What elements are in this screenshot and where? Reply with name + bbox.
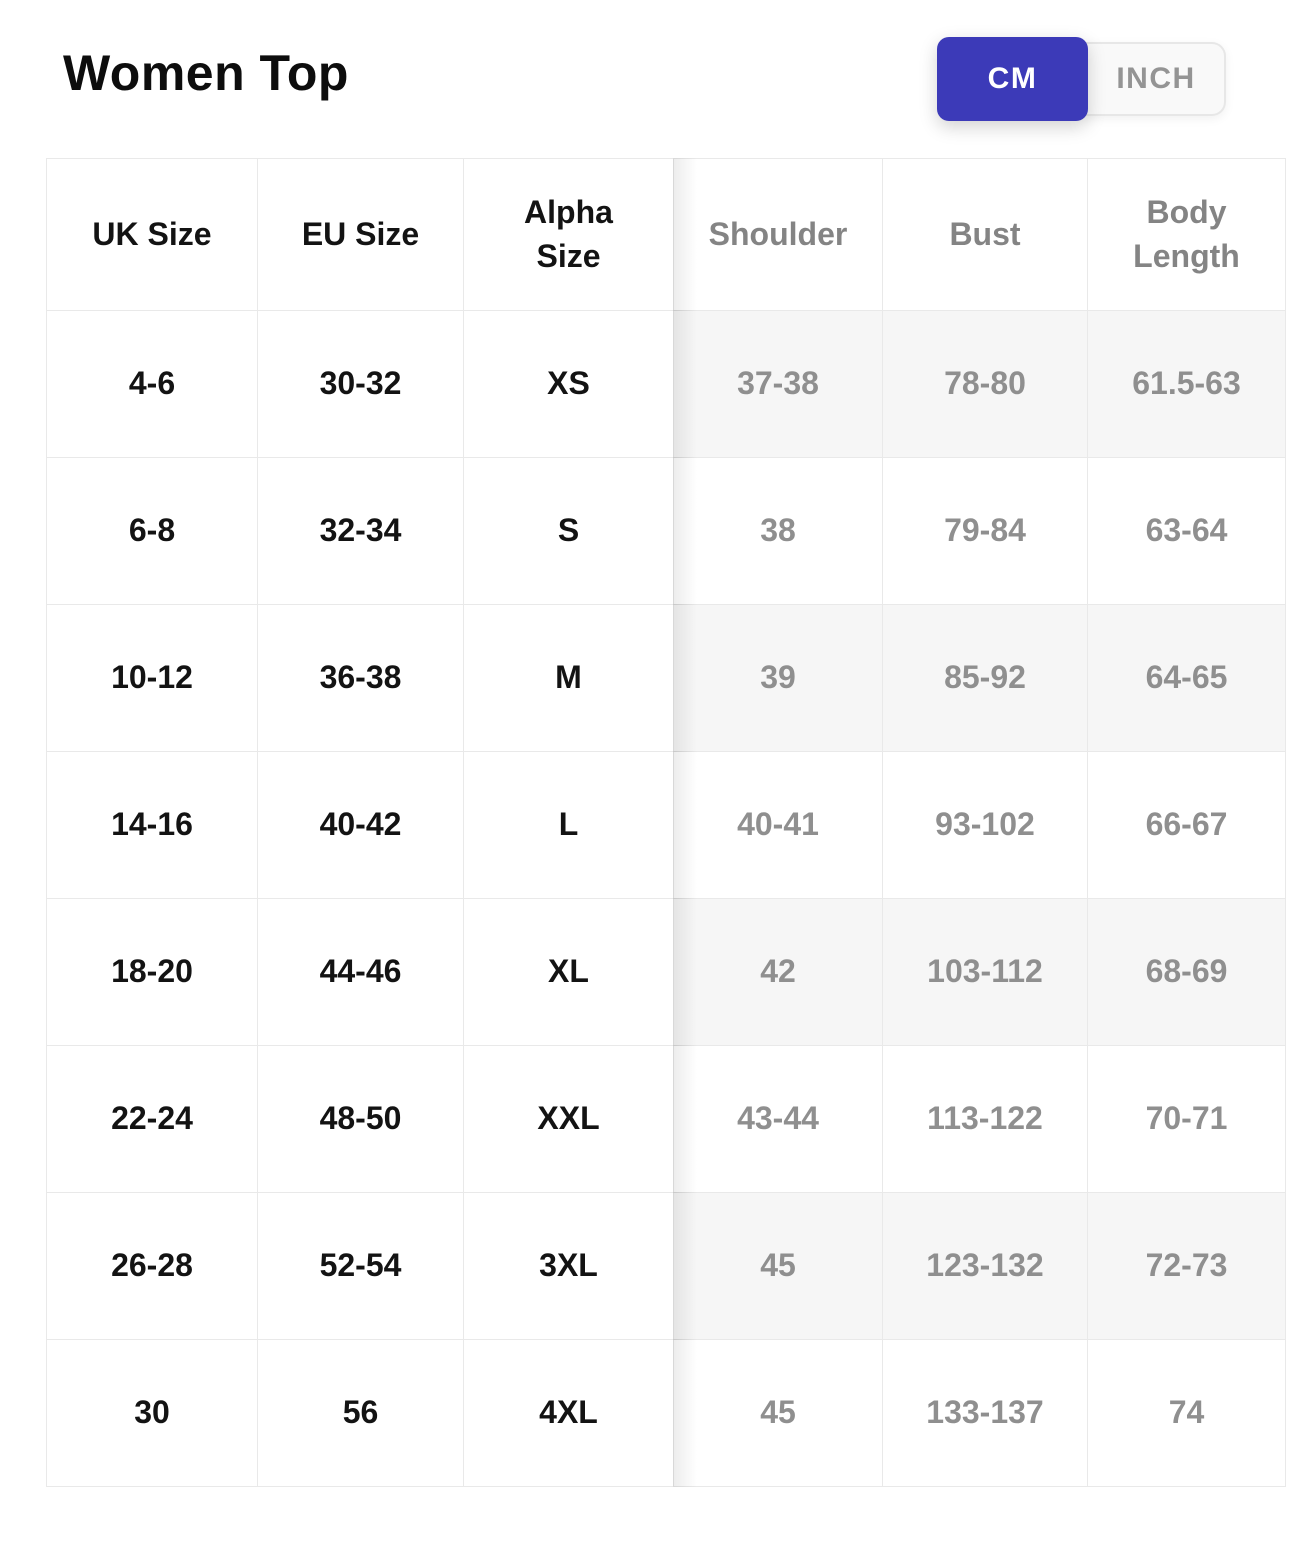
table-row: 14-16 40-42 L 40-41 93-102 66-67	[46, 751, 1286, 900]
size-chart-table: UK Size EU Size Alpha Size Shoulder Bust Body…	[46, 158, 1286, 1488]
cell-body-length: 64-65	[1087, 604, 1286, 752]
cell-uk-size: 4-6	[46, 310, 258, 458]
table-row: 10-12 36-38 M 39 85-92 64-65	[46, 604, 1286, 753]
unit-toggle-cm-button[interactable]: CM	[937, 37, 1088, 121]
cell-body-length: 68-69	[1087, 898, 1286, 1046]
column-header-uk-size: UK Size	[46, 158, 258, 311]
cell-uk-size: 22-24	[46, 1045, 258, 1193]
cell-alpha-size: 3XL	[463, 1192, 674, 1340]
unit-toggle-inch-button[interactable]: INCH	[1080, 42, 1226, 116]
cell-uk-size: 14-16	[46, 751, 258, 899]
cell-bust: 79-84	[882, 457, 1088, 605]
column-header-body-length: Body Length	[1087, 158, 1286, 311]
table-row: 22-24 48-50 XXL 43-44 113-122 70-71	[46, 1045, 1286, 1194]
cell-shoulder: 38	[673, 457, 883, 606]
cell-bust: 103-112	[882, 898, 1088, 1046]
table-row: 6-8 32-34 S 38 79-84 63-64	[46, 457, 1286, 606]
cell-eu-size: 40-42	[257, 751, 464, 899]
cell-alpha-size: XL	[463, 898, 674, 1046]
cell-bust: 123-132	[882, 1192, 1088, 1340]
column-header-alpha-size: Alpha Size	[463, 158, 674, 311]
cell-alpha-size: L	[463, 751, 674, 899]
cell-body-length: 66-67	[1087, 751, 1286, 899]
cell-eu-size: 30-32	[257, 310, 464, 458]
column-header-eu-size: EU Size	[257, 158, 464, 311]
column-header-shoulder: Shoulder	[673, 158, 883, 312]
cell-shoulder: 39	[673, 604, 883, 753]
cell-body-length: 72-73	[1087, 1192, 1286, 1340]
cell-shoulder: 40-41	[673, 751, 883, 900]
page-title: Women Top	[63, 45, 349, 101]
cell-shoulder: 42	[673, 898, 883, 1047]
cell-body-length: 74	[1087, 1339, 1286, 1487]
cell-bust: 85-92	[882, 604, 1088, 752]
cell-bust: 78-80	[882, 310, 1088, 458]
cell-body-length: 70-71	[1087, 1045, 1286, 1193]
cell-alpha-size: XXL	[463, 1045, 674, 1193]
table-row: 18-20 44-46 XL 42 103-112 68-69	[46, 898, 1286, 1047]
cell-shoulder: 43-44	[673, 1045, 883, 1194]
cell-body-length: 61.5-63	[1087, 310, 1286, 458]
table-row: 4-6 30-32 XS 37-38 78-80 61.5-63	[46, 310, 1286, 459]
cell-uk-size: 26-28	[46, 1192, 258, 1340]
cell-eu-size: 36-38	[257, 604, 464, 752]
cell-alpha-size: XS	[463, 310, 674, 458]
cell-eu-size: 32-34	[257, 457, 464, 605]
unit-toggle: CM INCH	[937, 37, 1226, 121]
table-row: 30 56 4XL 45 133-137 74	[46, 1339, 1286, 1488]
cell-bust: 133-137	[882, 1339, 1088, 1487]
cell-alpha-size: M	[463, 604, 674, 752]
column-header-bust: Bust	[882, 158, 1088, 311]
cell-alpha-size: S	[463, 457, 674, 605]
cell-shoulder: 37-38	[673, 310, 883, 459]
cell-bust: 93-102	[882, 751, 1088, 899]
cell-alpha-size: 4XL	[463, 1339, 674, 1487]
cell-body-length: 63-64	[1087, 457, 1286, 605]
cell-eu-size: 44-46	[257, 898, 464, 1046]
table-row: 26-28 52-54 3XL 45 123-132 72-73	[46, 1192, 1286, 1341]
cell-shoulder: 45	[673, 1192, 883, 1341]
table-header-row: UK Size EU Size Alpha Size Shoulder Bust Body…	[46, 158, 1286, 312]
cell-uk-size: 6-8	[46, 457, 258, 605]
cell-eu-size: 48-50	[257, 1045, 464, 1193]
cell-uk-size: 10-12	[46, 604, 258, 752]
cell-bust: 113-122	[882, 1045, 1088, 1193]
cell-uk-size: 30	[46, 1339, 258, 1487]
cell-uk-size: 18-20	[46, 898, 258, 1046]
cell-shoulder: 45	[673, 1339, 883, 1488]
cell-eu-size: 52-54	[257, 1192, 464, 1340]
cell-eu-size: 56	[257, 1339, 464, 1487]
